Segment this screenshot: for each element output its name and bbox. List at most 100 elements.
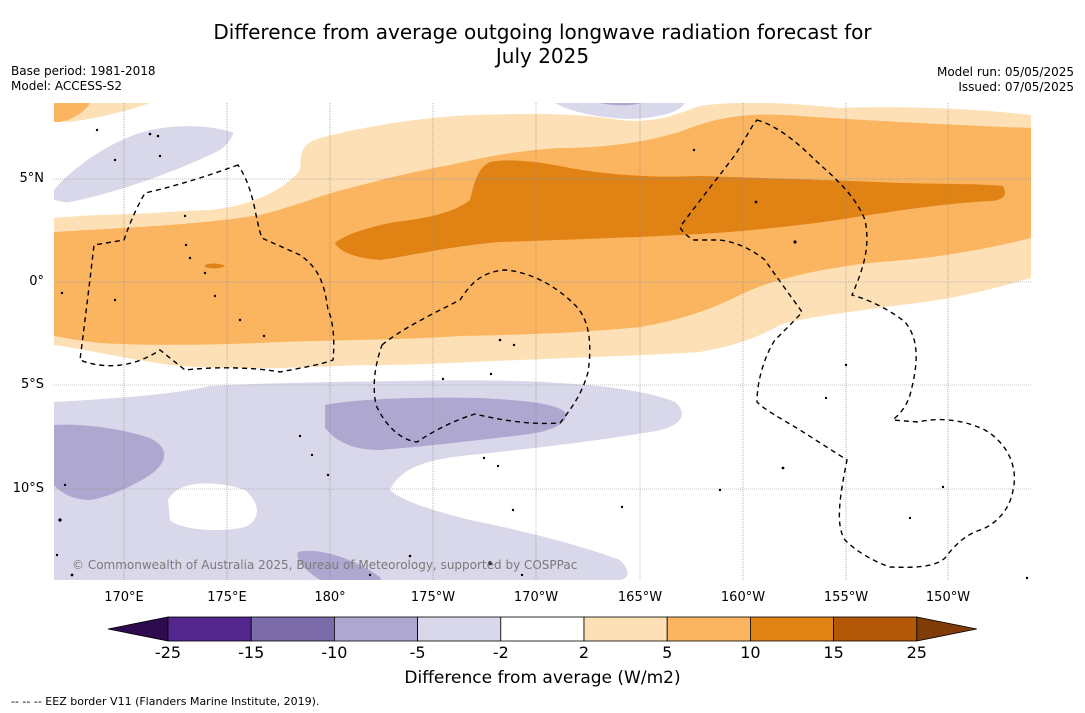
colorbar-segment xyxy=(167,616,252,642)
island xyxy=(183,214,187,218)
eez-borders xyxy=(79,119,1016,568)
run-info: Model run: 05/05/2025 Issued: 07/05/2025 xyxy=(937,65,1074,95)
island xyxy=(441,377,445,381)
colorbar-tick-label: 2 xyxy=(578,643,590,662)
lat-label-5n: 5°N xyxy=(19,171,45,186)
island xyxy=(148,132,152,136)
colorbar-segment xyxy=(333,616,418,642)
title-line-2: July 2025 xyxy=(495,44,590,68)
map-area xyxy=(54,103,1031,580)
island xyxy=(941,485,945,489)
island xyxy=(1025,576,1029,580)
island xyxy=(262,334,266,338)
island xyxy=(754,200,758,204)
island xyxy=(184,243,188,247)
lon-label-155w: 155°W xyxy=(823,590,869,605)
eez-kiribati-line xyxy=(679,119,1016,568)
colorbar-segment xyxy=(666,616,751,642)
islands xyxy=(55,128,1029,580)
colorbar-segment xyxy=(833,616,918,642)
colorbar-tick-label: 10 xyxy=(740,643,761,662)
region-purple-south xyxy=(297,550,382,580)
region-light-purple-top xyxy=(555,103,685,119)
region-purple-west xyxy=(54,424,165,500)
island xyxy=(60,291,64,295)
lat-label-5s: 5°S xyxy=(20,377,44,392)
island xyxy=(511,508,515,512)
region-orange-topleft xyxy=(54,103,90,122)
copyright-notice: © Commonwealth of Australia 2025, Bureau… xyxy=(72,558,578,572)
lon-label-175e: 175°E xyxy=(207,590,247,605)
eez-kiribati-gilberts xyxy=(79,164,335,373)
lon-label-165w: 165°W xyxy=(617,590,663,605)
island xyxy=(113,298,117,302)
island xyxy=(58,518,62,522)
region-dark-orange-dot xyxy=(205,263,225,269)
island xyxy=(95,128,99,132)
island xyxy=(368,573,372,577)
island xyxy=(158,154,162,158)
lat-label-10s: 10°S xyxy=(12,481,44,496)
colorbar-segment xyxy=(417,616,502,642)
colorbar-segment xyxy=(583,616,668,642)
colorbar-title: Difference from average (W/m2) xyxy=(404,668,681,688)
model-info: Base period: 1981-2018 Model: ACCESS-S2 xyxy=(11,64,156,94)
colorbar xyxy=(107,616,977,642)
colorbar-tick-label: 25 xyxy=(906,643,927,662)
chart-title: Difference from average outgoing longwav… xyxy=(0,20,1085,68)
island xyxy=(238,318,242,322)
colorbar-tick-label: 5 xyxy=(662,643,673,662)
island xyxy=(408,554,412,558)
eez-kiribati-phoenix xyxy=(373,269,591,443)
model-run: Model run: 05/05/2025 xyxy=(936,65,1074,79)
island xyxy=(512,343,516,347)
lon-label-180: 180° xyxy=(314,590,346,605)
island xyxy=(482,456,486,460)
island xyxy=(498,338,502,342)
lon-label-150w: 150°W xyxy=(925,590,971,605)
eez-legend-note: -- -- -- EEZ border V11 (Flanders Marine… xyxy=(11,695,320,708)
colorbar-segment xyxy=(750,616,835,642)
map-grid xyxy=(54,103,1031,580)
island xyxy=(620,505,624,509)
island xyxy=(113,158,117,162)
island xyxy=(213,294,217,298)
island xyxy=(203,271,207,275)
island xyxy=(520,573,524,577)
island xyxy=(55,553,59,557)
region-purple-topstrip xyxy=(600,103,640,106)
island xyxy=(793,240,797,244)
island xyxy=(326,473,330,477)
colorbar-tick-label: -15 xyxy=(238,643,265,662)
island xyxy=(844,363,848,367)
region-light-purple-north xyxy=(54,126,239,205)
model-name: Model: ACCESS-S2 xyxy=(11,79,123,93)
island xyxy=(488,561,492,565)
region-purple-central xyxy=(325,397,566,450)
island xyxy=(188,256,192,260)
lat-label-0: 0° xyxy=(29,274,44,289)
island xyxy=(70,573,74,577)
colorbar-tick-label: -25 xyxy=(154,643,182,662)
lon-label-170w: 170°W xyxy=(513,590,559,605)
lon-label-160w: 160°W xyxy=(720,590,766,605)
island xyxy=(692,148,696,152)
island xyxy=(781,466,785,470)
base-period: Base period: 1981-2018 xyxy=(11,64,156,78)
issued-date: Issued: 07/05/2025 xyxy=(958,80,1074,94)
island xyxy=(310,453,314,457)
island xyxy=(908,516,912,520)
island xyxy=(824,396,828,400)
island xyxy=(489,372,493,376)
colorbar-segment xyxy=(250,616,335,642)
lon-label-175w: 175°W xyxy=(410,590,456,605)
colorbar-tick-label: 15 xyxy=(823,643,844,662)
colorbar-tick-label: -5 xyxy=(409,643,426,662)
region-white-hole xyxy=(168,483,258,531)
colorbar-segment xyxy=(500,616,585,642)
title-line-1: Difference from average outgoing longwav… xyxy=(213,20,872,44)
island xyxy=(496,464,500,468)
colorbar-tick-label: -10 xyxy=(321,643,348,662)
colorbar-tick-label: -2 xyxy=(492,643,509,662)
